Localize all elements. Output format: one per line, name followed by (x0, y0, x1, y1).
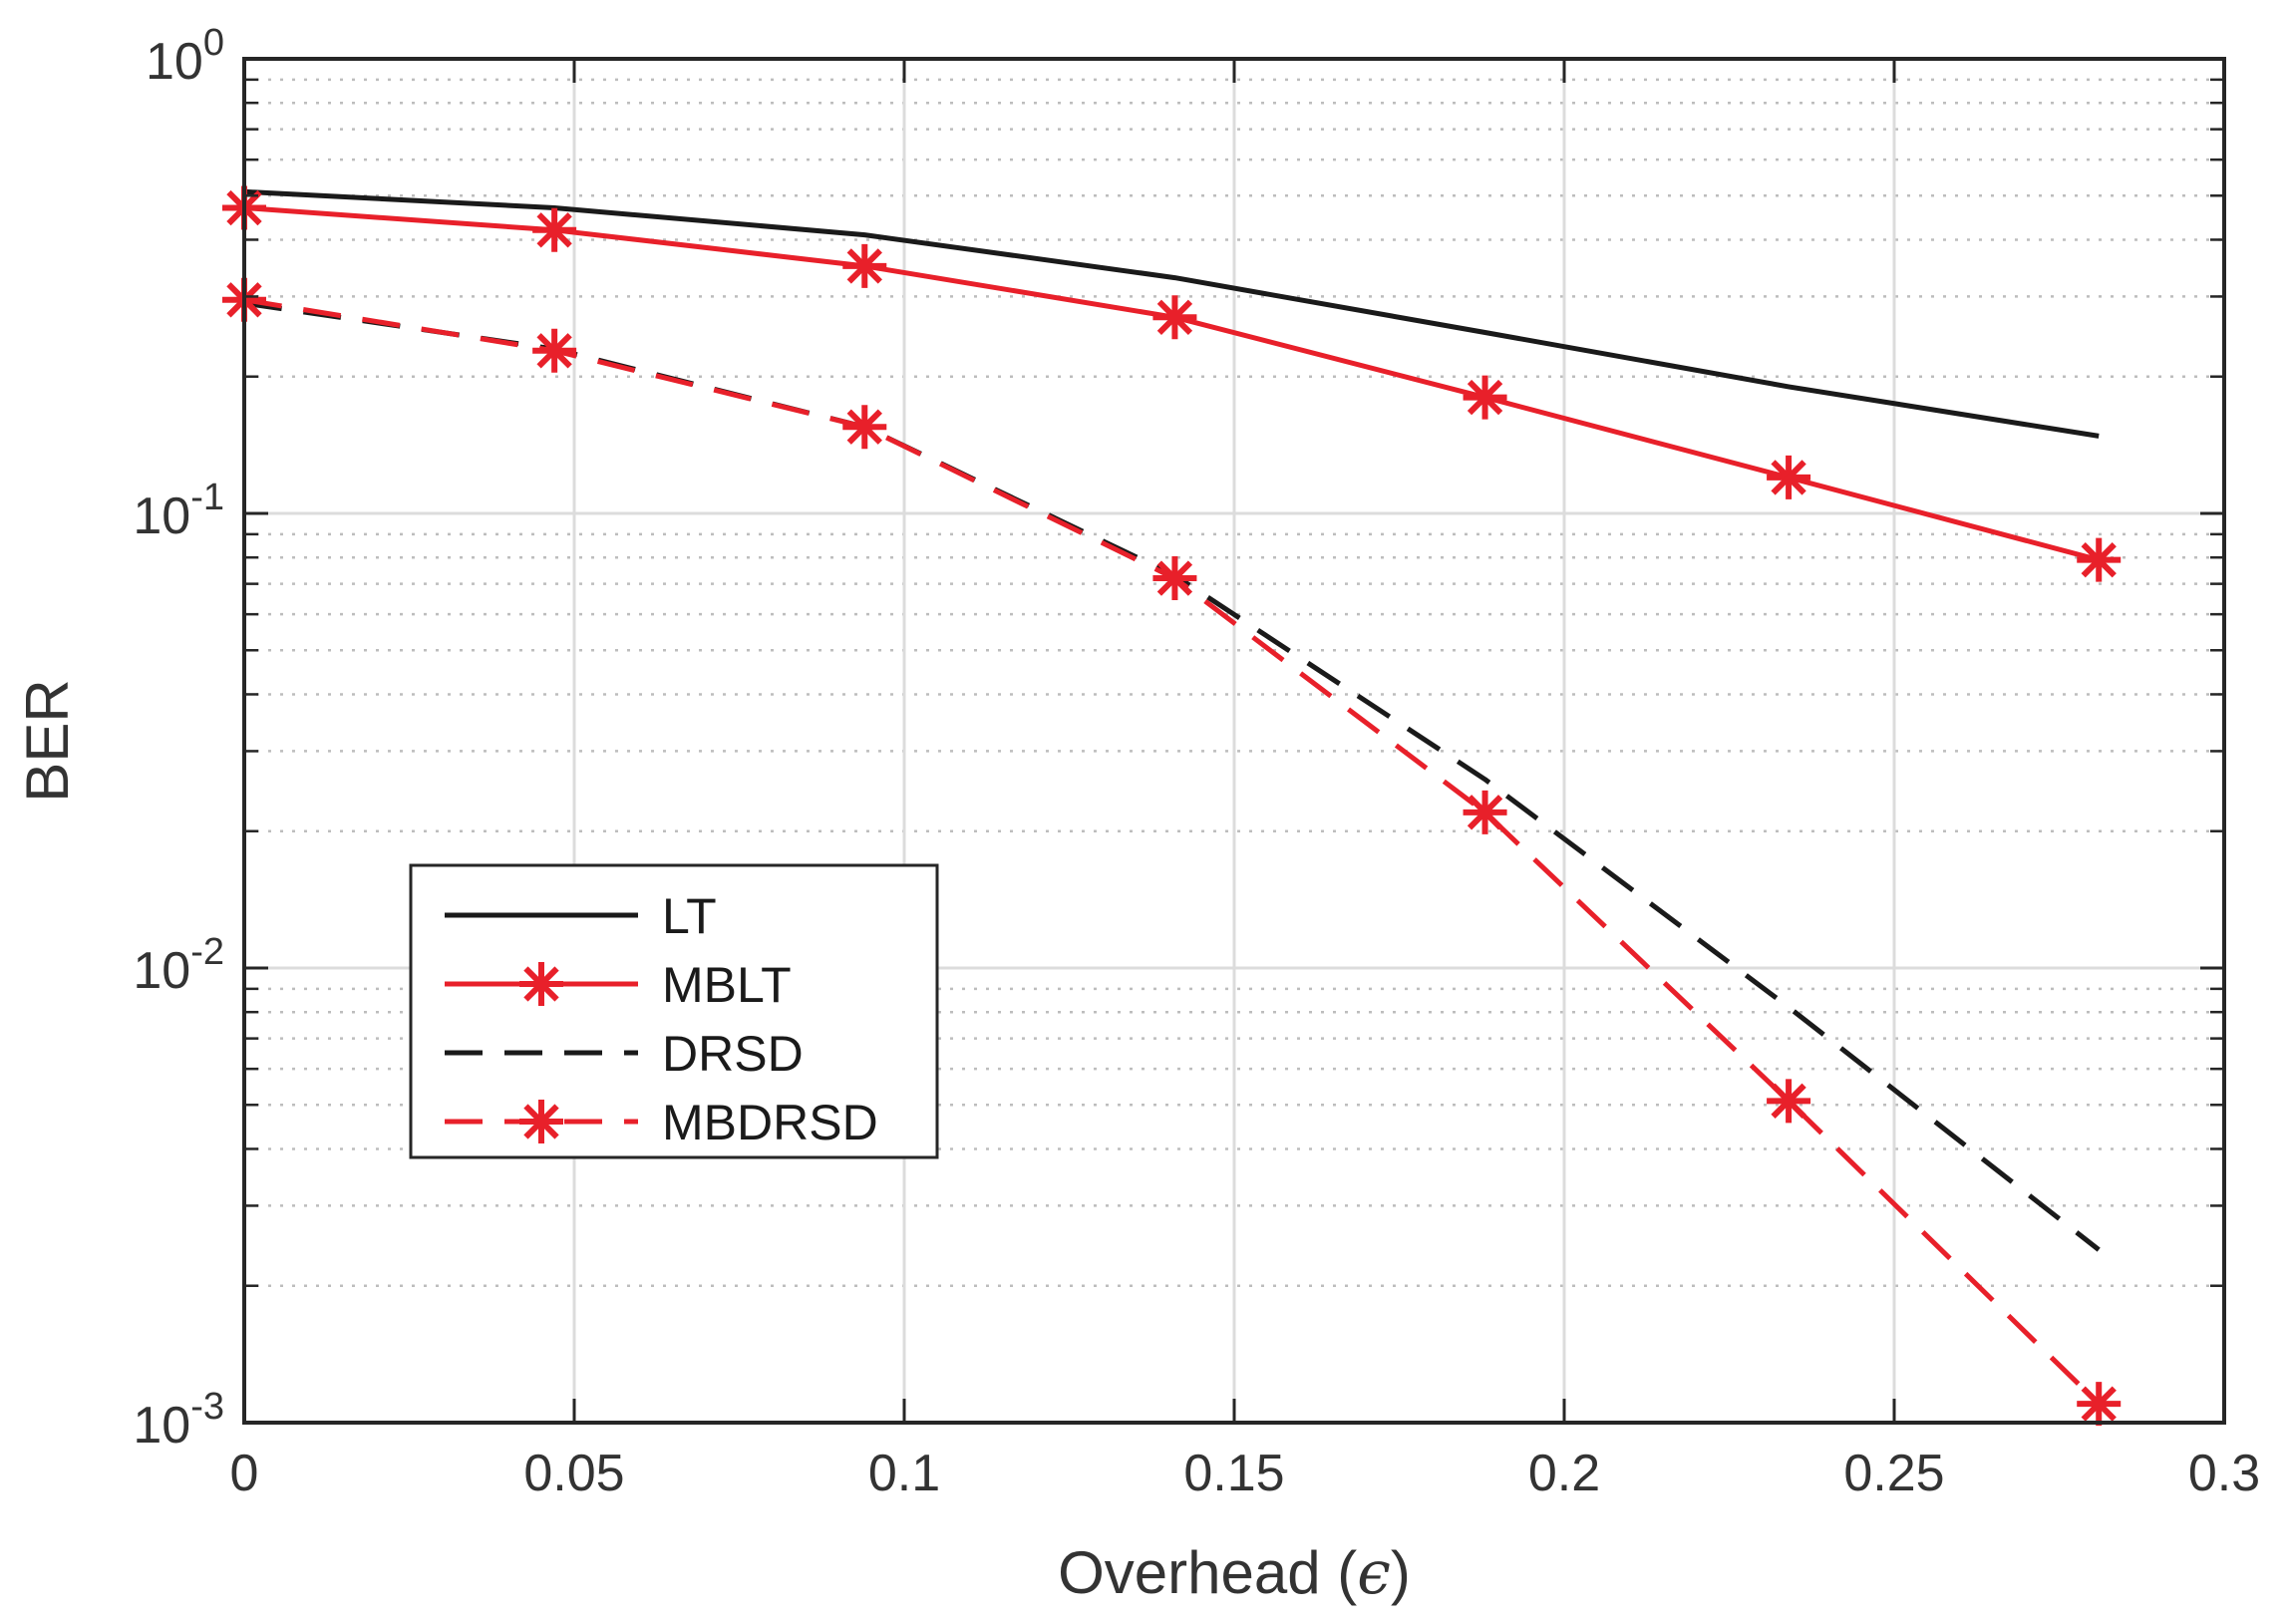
asterisk-marker (1463, 375, 1507, 420)
legend-label: LT (662, 888, 717, 944)
asterisk-stroke (1467, 795, 1503, 830)
x-axis-title: Overhead (ϵ) (1058, 1538, 1411, 1608)
asterisk-marker (1152, 295, 1197, 340)
x-tick-label: 0.25 (1843, 1445, 1944, 1502)
y-axis-title: BER (14, 679, 81, 802)
legend-entry-lt: LT (445, 888, 717, 944)
y-tick-label: 10-1 (133, 477, 224, 545)
asterisk-marker (519, 1100, 563, 1143)
legend-entry-mblt: MBLT (445, 957, 792, 1013)
legend-label: MBLT (662, 957, 792, 1013)
asterisk-marker (2077, 1382, 2122, 1427)
series-layer (222, 185, 2122, 1427)
asterisk-stroke (523, 966, 559, 1002)
asterisk-marker (1152, 556, 1197, 601)
legend: LT MBLT DRSD MBDRSD (409, 863, 939, 1159)
asterisk-stroke (846, 409, 882, 445)
asterisk-stroke (536, 333, 572, 369)
asterisk-marker (532, 328, 577, 373)
x-tick-label: 0.15 (1183, 1445, 1284, 1502)
asterisk-marker (1767, 455, 1811, 499)
asterisk-stroke (2081, 542, 2117, 578)
legend-label: DRSD (662, 1026, 804, 1082)
x-tick-label: 0.3 (2188, 1445, 2260, 1502)
y-tick-label: 10-3 (133, 1386, 224, 1455)
asterisk-marker (519, 962, 563, 1006)
asterisk-stroke (1156, 299, 1193, 335)
series-lt (243, 188, 2100, 439)
asterisk-stroke (523, 1104, 559, 1139)
y-tick-labels: 100 10-1 10-2 10-3 (133, 22, 224, 1455)
asterisk-marker (1463, 790, 1507, 834)
series-line-lt (243, 188, 2100, 439)
asterisk-marker (532, 207, 577, 252)
y-tick-label: 10-2 (133, 931, 224, 1000)
asterisk-marker (842, 405, 887, 450)
legend-entry-drsd: DRSD (445, 1026, 804, 1082)
asterisk-stroke (536, 212, 572, 248)
asterisk-marker (2077, 537, 2122, 582)
x-tick-label: 0.1 (868, 1445, 940, 1502)
legend-label: MBDRSD (662, 1095, 878, 1150)
asterisk-stroke (1467, 379, 1503, 416)
asterisk-stroke (1771, 1083, 1806, 1120)
asterisk-marker (1767, 1079, 1811, 1124)
asterisk-marker (842, 243, 887, 288)
asterisk-stroke (2081, 1386, 2117, 1422)
x-tick-label: 0.2 (1528, 1445, 1600, 1502)
x-tick-label: 0 (230, 1445, 259, 1502)
asterisk-stroke (846, 248, 882, 284)
legend-entry-mbdrsd: MBDRSD (445, 1095, 878, 1150)
x-tick-label: 0.05 (523, 1445, 624, 1502)
axis-ticks (242, 57, 2226, 1425)
asterisk-stroke (1771, 460, 1806, 495)
series-mblt (222, 185, 2122, 582)
x-tick-labels: 0 0.05 0.1 0.15 0.2 0.25 0.3 (230, 1445, 2261, 1502)
asterisk-stroke (1156, 560, 1193, 596)
y-tick-label: 100 (146, 22, 224, 91)
